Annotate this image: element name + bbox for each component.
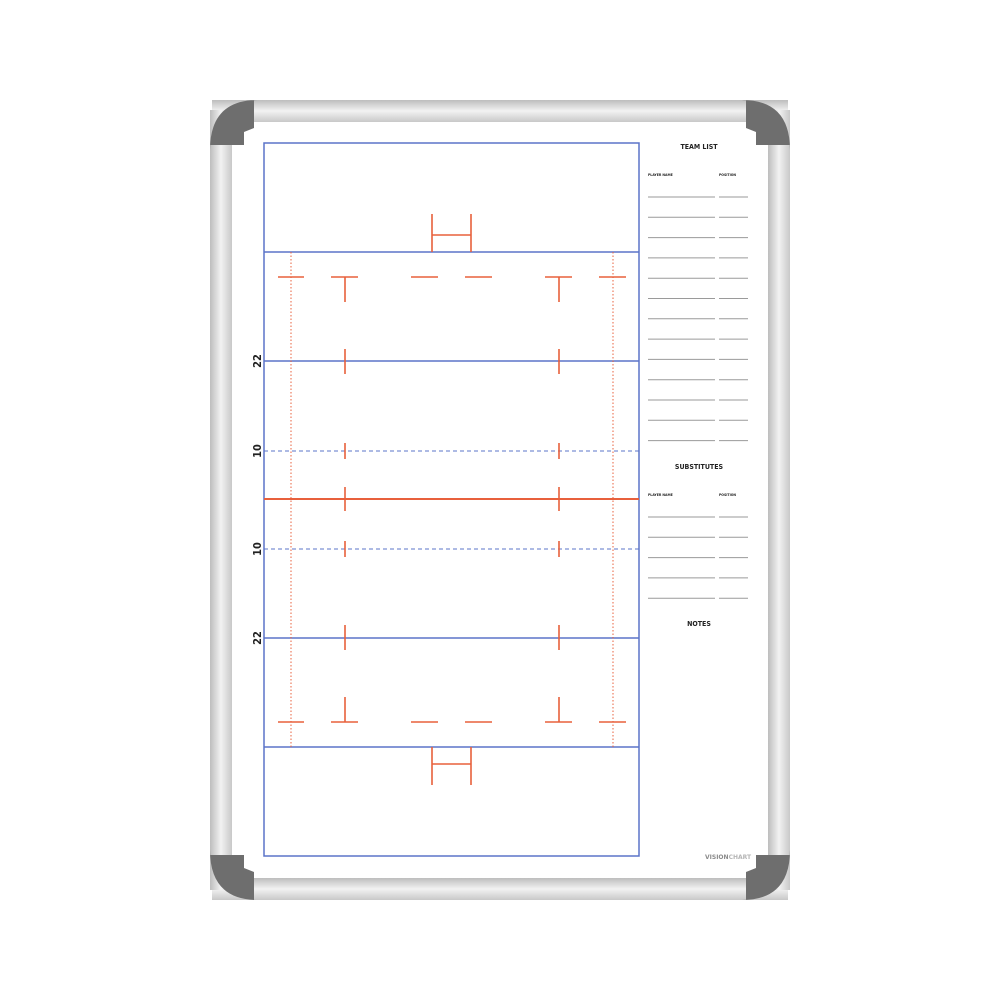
team-list-col-position: POSITION bbox=[719, 173, 736, 177]
substitutes-col-position: POSITION bbox=[719, 493, 736, 497]
rugby-pitch: 22 10 10 22 bbox=[251, 142, 640, 857]
5m-dashes-bottom bbox=[278, 697, 626, 723]
team-list-panel: TEAM LIST PLAYER NAME POSITION SUBSTITUT… bbox=[648, 143, 748, 628]
goal-posts-bottom bbox=[431, 747, 472, 785]
15m-ticks bbox=[344, 349, 560, 650]
team-list-title: TEAM LIST bbox=[680, 143, 718, 151]
line-label-22-bottom: 22 bbox=[251, 631, 264, 645]
notes-title: NOTES bbox=[687, 620, 711, 628]
corner-cap-top-left bbox=[210, 100, 258, 150]
corner-caps bbox=[210, 100, 790, 900]
brand-logo: VISIONCHART bbox=[705, 854, 752, 861]
corner-cap-top-right bbox=[742, 100, 790, 150]
substitutes-col-name: PLAYER NAME bbox=[648, 493, 673, 497]
corner-cap-bottom-left bbox=[210, 850, 258, 900]
substitutes-title: SUBSTITUTES bbox=[675, 463, 724, 471]
substitutes-rows bbox=[648, 516, 748, 599]
line-label-10-bottom: 10 bbox=[251, 542, 264, 556]
team-list-rows bbox=[648, 196, 748, 442]
line-label-10-top: 10 bbox=[251, 444, 264, 458]
line-label-22-top: 22 bbox=[251, 354, 264, 368]
team-list-col-name: PLAYER NAME bbox=[648, 173, 673, 177]
5m-dashes-top bbox=[278, 276, 626, 302]
corner-cap-bottom-right bbox=[742, 850, 790, 900]
goal-posts-top bbox=[431, 214, 472, 252]
